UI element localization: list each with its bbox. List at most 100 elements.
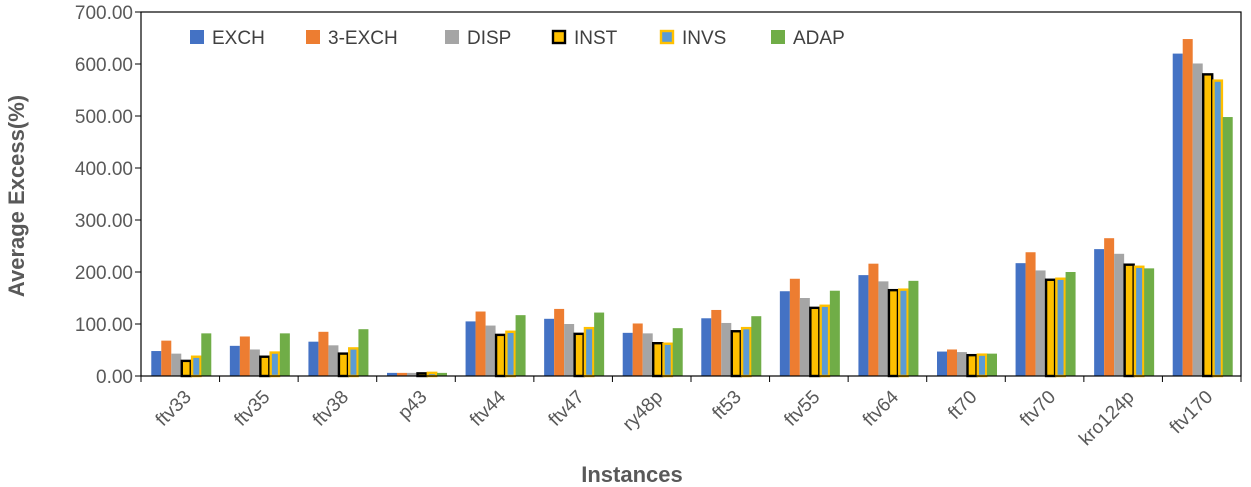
bar-adap-ftv64	[908, 280, 919, 376]
y-tick-label: 100.00	[75, 315, 133, 336]
bar-invs-ftv33	[190, 355, 202, 378]
bar-disp-ftv55	[799, 298, 810, 376]
bar-invs-ftv38	[348, 347, 359, 378]
bar-adap-ftv47	[594, 312, 605, 376]
bar-inst-ftv70	[1044, 278, 1057, 378]
bar-3-exch-ftv47	[554, 308, 565, 376]
bar-disp-ft53	[721, 322, 732, 376]
plot-area-border	[140, 11, 1242, 377]
x-axis-title: Instances	[581, 462, 683, 487]
bar-3-exch-ft53	[711, 309, 722, 376]
bar-exch-ftv64	[858, 275, 869, 376]
y-tick-label: 0.00	[96, 367, 133, 388]
bar-3-exch-ftv70	[1025, 252, 1036, 376]
bar-inst-ftv170	[1202, 73, 1214, 378]
x-tick-label: ft53	[709, 387, 746, 424]
legend-swatch-adap	[771, 30, 785, 44]
bar-disp-ftv33	[171, 353, 182, 376]
bar-disp-kro124p	[1114, 253, 1125, 376]
bar-inst-ftv38	[337, 352, 350, 378]
y-tick-label: 200.00	[75, 263, 133, 284]
y-tick-label: 600.00	[75, 55, 133, 76]
bar-invs-ftv64	[898, 288, 909, 378]
bar-exch-ftv170	[1172, 53, 1183, 376]
x-tick-label: p43	[394, 387, 431, 424]
bar-invs-ftv47	[583, 326, 595, 378]
x-tick-label: ft70	[944, 387, 981, 424]
bar-3-exch-ftv64	[868, 263, 879, 376]
bar-exch-ftv47	[544, 318, 555, 376]
bar-exch-p43	[387, 372, 397, 376]
bar-disp-ftv47	[564, 324, 575, 376]
bar-3-exch-ry48p	[632, 323, 643, 376]
x-tick-label: ftv170	[1166, 387, 1217, 438]
bar-exch-ftv38	[308, 341, 319, 376]
x-tick-label: ftv38	[309, 387, 353, 431]
bar-3-exch-kro124p	[1104, 238, 1115, 376]
axes-layer: 0.00 100.00 200.00 300.00 400.00 500.00 600.00…	[75, 3, 1242, 450]
y-tick-label: 700.00	[75, 3, 133, 24]
bar-invs-ftv55	[819, 304, 831, 378]
bar-3-exch-ftv55	[789, 278, 800, 376]
bar-disp-ry48p	[642, 333, 653, 376]
y-tick-label: 500.00	[75, 107, 133, 128]
bar-disp-ftv38	[328, 345, 339, 376]
x-tick-label: ftv33	[152, 387, 196, 431]
bars-layer	[151, 39, 1233, 378]
y-tick-label: 400.00	[75, 159, 133, 180]
bar-invs-ft70	[976, 353, 988, 378]
bar-inst-ftv35	[259, 355, 271, 378]
bar-adap-ftv38	[358, 329, 369, 376]
bar-adap-ftv33	[201, 333, 212, 376]
bar-disp-ft70	[957, 352, 967, 376]
bar-3-exch-ftv44	[475, 311, 486, 376]
x-tick-label: ftv70	[1016, 387, 1060, 431]
x-tick-label: kro124p	[1075, 387, 1138, 450]
bar-inst-ry48p	[652, 342, 664, 378]
bar-invs-ftv70	[1055, 277, 1066, 378]
bar-3-exch-ftv170	[1182, 39, 1193, 376]
x-tick-label: ry48p	[619, 387, 667, 435]
bar-exch-ft70	[937, 351, 947, 376]
y-axis-title: Average Excess(%)	[4, 95, 29, 297]
bar-exch-ftv70	[1015, 263, 1026, 376]
legend-label-exch: EXCH	[212, 28, 265, 49]
x-tick-label: ftv44	[466, 386, 510, 430]
legend-label-inst: INST	[574, 28, 618, 49]
legend-label-invs: INVS	[682, 28, 726, 49]
legend-swatch-inst	[551, 29, 567, 45]
bar-invs-ft53	[740, 326, 752, 378]
bar-invs-ftv170	[1212, 79, 1224, 378]
legend-label-disp: DISP	[467, 28, 511, 49]
bar-inst-ft70	[966, 353, 978, 378]
bar-adap-ftv70	[1065, 272, 1076, 376]
legend-swatch-disp	[445, 30, 459, 44]
bar-adap-ry48p	[672, 328, 683, 376]
bar-3-exch-ft70	[947, 349, 957, 376]
bar-inst-ftv47	[573, 332, 585, 378]
legend: EXCH 3-EXCH DISP INST INVS ADAP	[190, 28, 845, 49]
bar-adap-ftv44	[515, 315, 526, 376]
bar-3-exch-ftv35	[239, 336, 250, 376]
bar-disp-ftv64	[878, 281, 889, 376]
legend-swatch-exch	[190, 30, 204, 44]
bar-exch-ftv44	[465, 321, 476, 376]
bar-exch-ftv35	[229, 345, 240, 376]
bar-disp-p43	[407, 372, 417, 376]
bar-3-exch-ftv33	[161, 340, 172, 376]
bar-invs-ftv35	[269, 351, 281, 378]
bar-exch-ry48p	[622, 332, 633, 376]
bar-adap-p43	[437, 372, 447, 376]
bar-adap-ftv170	[1222, 117, 1233, 376]
bar-disp-ftv70	[1035, 270, 1046, 376]
bar-inst-ftv44	[494, 333, 507, 378]
bar-3-exch-ftv38	[318, 331, 329, 376]
x-tick-label: ftv47	[545, 387, 589, 431]
bar-exch-kro124p	[1094, 249, 1105, 376]
bar-disp-ftv44	[485, 325, 496, 376]
bar-inst-ft53	[730, 330, 742, 378]
bar-exch-ftv33	[151, 351, 162, 376]
bar-invs-ry48p	[662, 342, 674, 378]
bar-inst-ftv55	[809, 306, 821, 378]
